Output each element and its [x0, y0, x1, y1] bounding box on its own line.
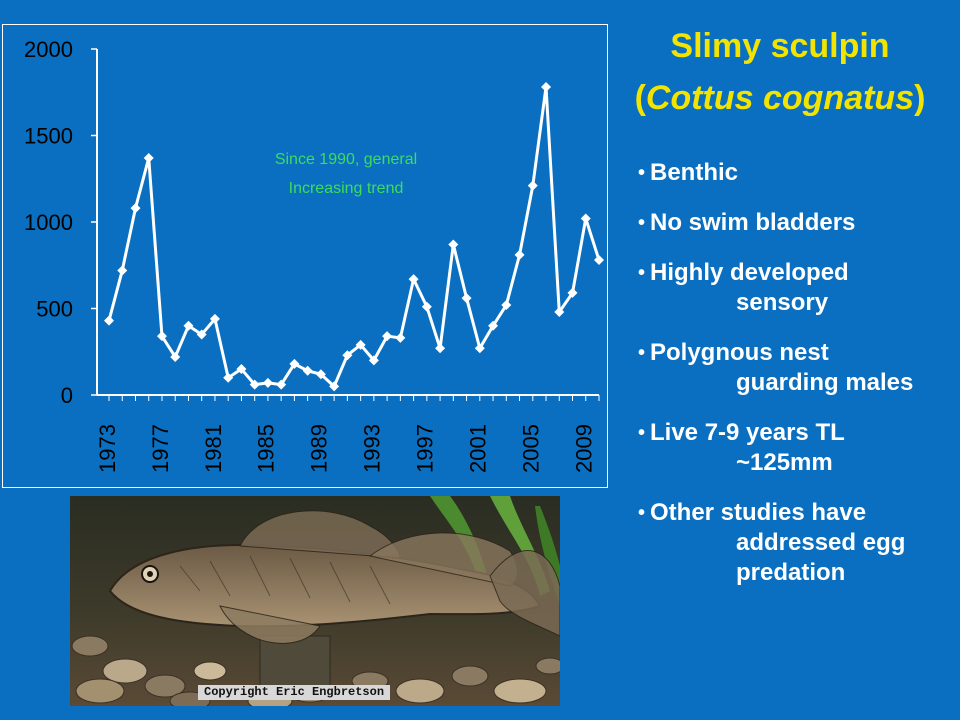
trait-text: Other studies have [650, 499, 867, 526]
data-point [448, 239, 459, 250]
close-paren: ) [914, 79, 926, 117]
sculpin-abundance-chart: 0 500 1000 1500 2000 1973 1977 1981 1985 1989 199… [24, 37, 604, 473]
y-tick-label: 500 [36, 297, 73, 322]
x-axis-ticks: 1973 1977 1981 1985 1989 1993 1997 2001 2005 2009 [95, 395, 600, 473]
photo-copyright: Copyright Eric Engbretson [198, 685, 391, 700]
annotation-line-1: Since 1990, general [275, 151, 417, 168]
x-tick-label: 1989 [307, 424, 332, 473]
data-point [170, 351, 181, 362]
series-group [104, 82, 604, 392]
data-point [461, 293, 472, 304]
data-point [514, 249, 525, 260]
species-scientific-name: (Cottus cognatus) [610, 78, 950, 118]
data-point [541, 82, 552, 93]
data-point [143, 152, 154, 163]
y-tick-label: 1000 [24, 210, 73, 235]
y-axis-ticks: 0 500 1000 1500 2000 [24, 37, 97, 408]
traits-list: Benthic No swim bladders Highly develope… [638, 158, 958, 608]
trait-item: Highly developed sensory [638, 258, 958, 318]
series-line [107, 85, 601, 388]
data-point [183, 320, 194, 331]
data-point [501, 300, 512, 311]
species-common-name: Slimy sculpin [670, 27, 890, 65]
chart-axes [96, 49, 599, 396]
x-tick-label: 1993 [360, 424, 385, 473]
x-tick-label: 1973 [95, 424, 120, 473]
data-point [249, 379, 260, 390]
data-point [382, 331, 393, 342]
data-point [117, 265, 128, 276]
data-point [130, 203, 141, 214]
data-point [342, 350, 353, 361]
trait-item: Benthic [638, 158, 958, 188]
data-point [488, 320, 499, 331]
data-point [302, 365, 313, 376]
x-tick-label: 1981 [201, 424, 226, 473]
chart-panel: 0 500 1000 1500 2000 1973 1977 1981 1985 1989 199… [2, 24, 608, 488]
trait-item: Live 7-9 years TL ~125mm [638, 418, 958, 478]
data-point [395, 332, 406, 343]
data-point [329, 381, 340, 392]
trait-text: Live 7-9 years TL [650, 419, 845, 446]
data-point [567, 287, 578, 298]
trait-continuation: addressed egg predation [736, 529, 906, 586]
x-tick-label: 1985 [254, 424, 279, 473]
data-point [196, 329, 207, 340]
trait-item: Other studies have addressed egg predatio… [638, 498, 958, 588]
data-point [262, 377, 273, 388]
trait-text: No swim bladders [650, 209, 856, 236]
x-tick-label: 2009 [572, 424, 597, 473]
data-point [368, 355, 379, 366]
data-point [421, 301, 432, 312]
x-tick-label: 2005 [519, 424, 544, 473]
y-tick-label: 1500 [24, 124, 73, 149]
trait-text: Polygnous nest [650, 339, 829, 366]
x-tick-label: 2001 [466, 424, 491, 473]
x-tick-label: 1977 [148, 424, 173, 473]
data-point [594, 255, 604, 266]
data-point [474, 343, 485, 354]
trait-continuation: sensory [736, 289, 829, 316]
fish-photo-illustration [70, 496, 560, 706]
data-point [435, 343, 446, 354]
trait-continuation: guarding males [736, 369, 914, 396]
data-point [408, 274, 419, 285]
scientific-name-text: Cottus cognatus [645, 79, 915, 117]
trait-text: Highly developed [650, 259, 849, 286]
data-point [209, 313, 220, 324]
sculpin-photo: Copyright Eric Engbretson [70, 496, 560, 706]
data-point [355, 339, 366, 350]
y-tick-label: 0 [61, 383, 73, 408]
data-point [156, 331, 167, 342]
data-point [236, 364, 247, 375]
data-point [289, 358, 300, 369]
data-point [315, 369, 326, 380]
data-point [527, 180, 538, 191]
annotation-line-2: Increasing trend [289, 180, 404, 197]
trait-item: Polygnous nest guarding males [638, 338, 958, 398]
trait-item: No swim bladders [638, 208, 958, 238]
data-point [580, 213, 591, 224]
data-point [276, 379, 287, 390]
data-point [223, 372, 234, 383]
open-paren: ( [634, 79, 646, 117]
data-point [104, 315, 114, 326]
data-point [554, 306, 565, 317]
trait-text: Benthic [650, 159, 739, 186]
trait-continuation: ~125mm [736, 449, 833, 476]
y-tick-label: 2000 [24, 37, 73, 62]
x-tick-label: 1997 [413, 424, 438, 473]
